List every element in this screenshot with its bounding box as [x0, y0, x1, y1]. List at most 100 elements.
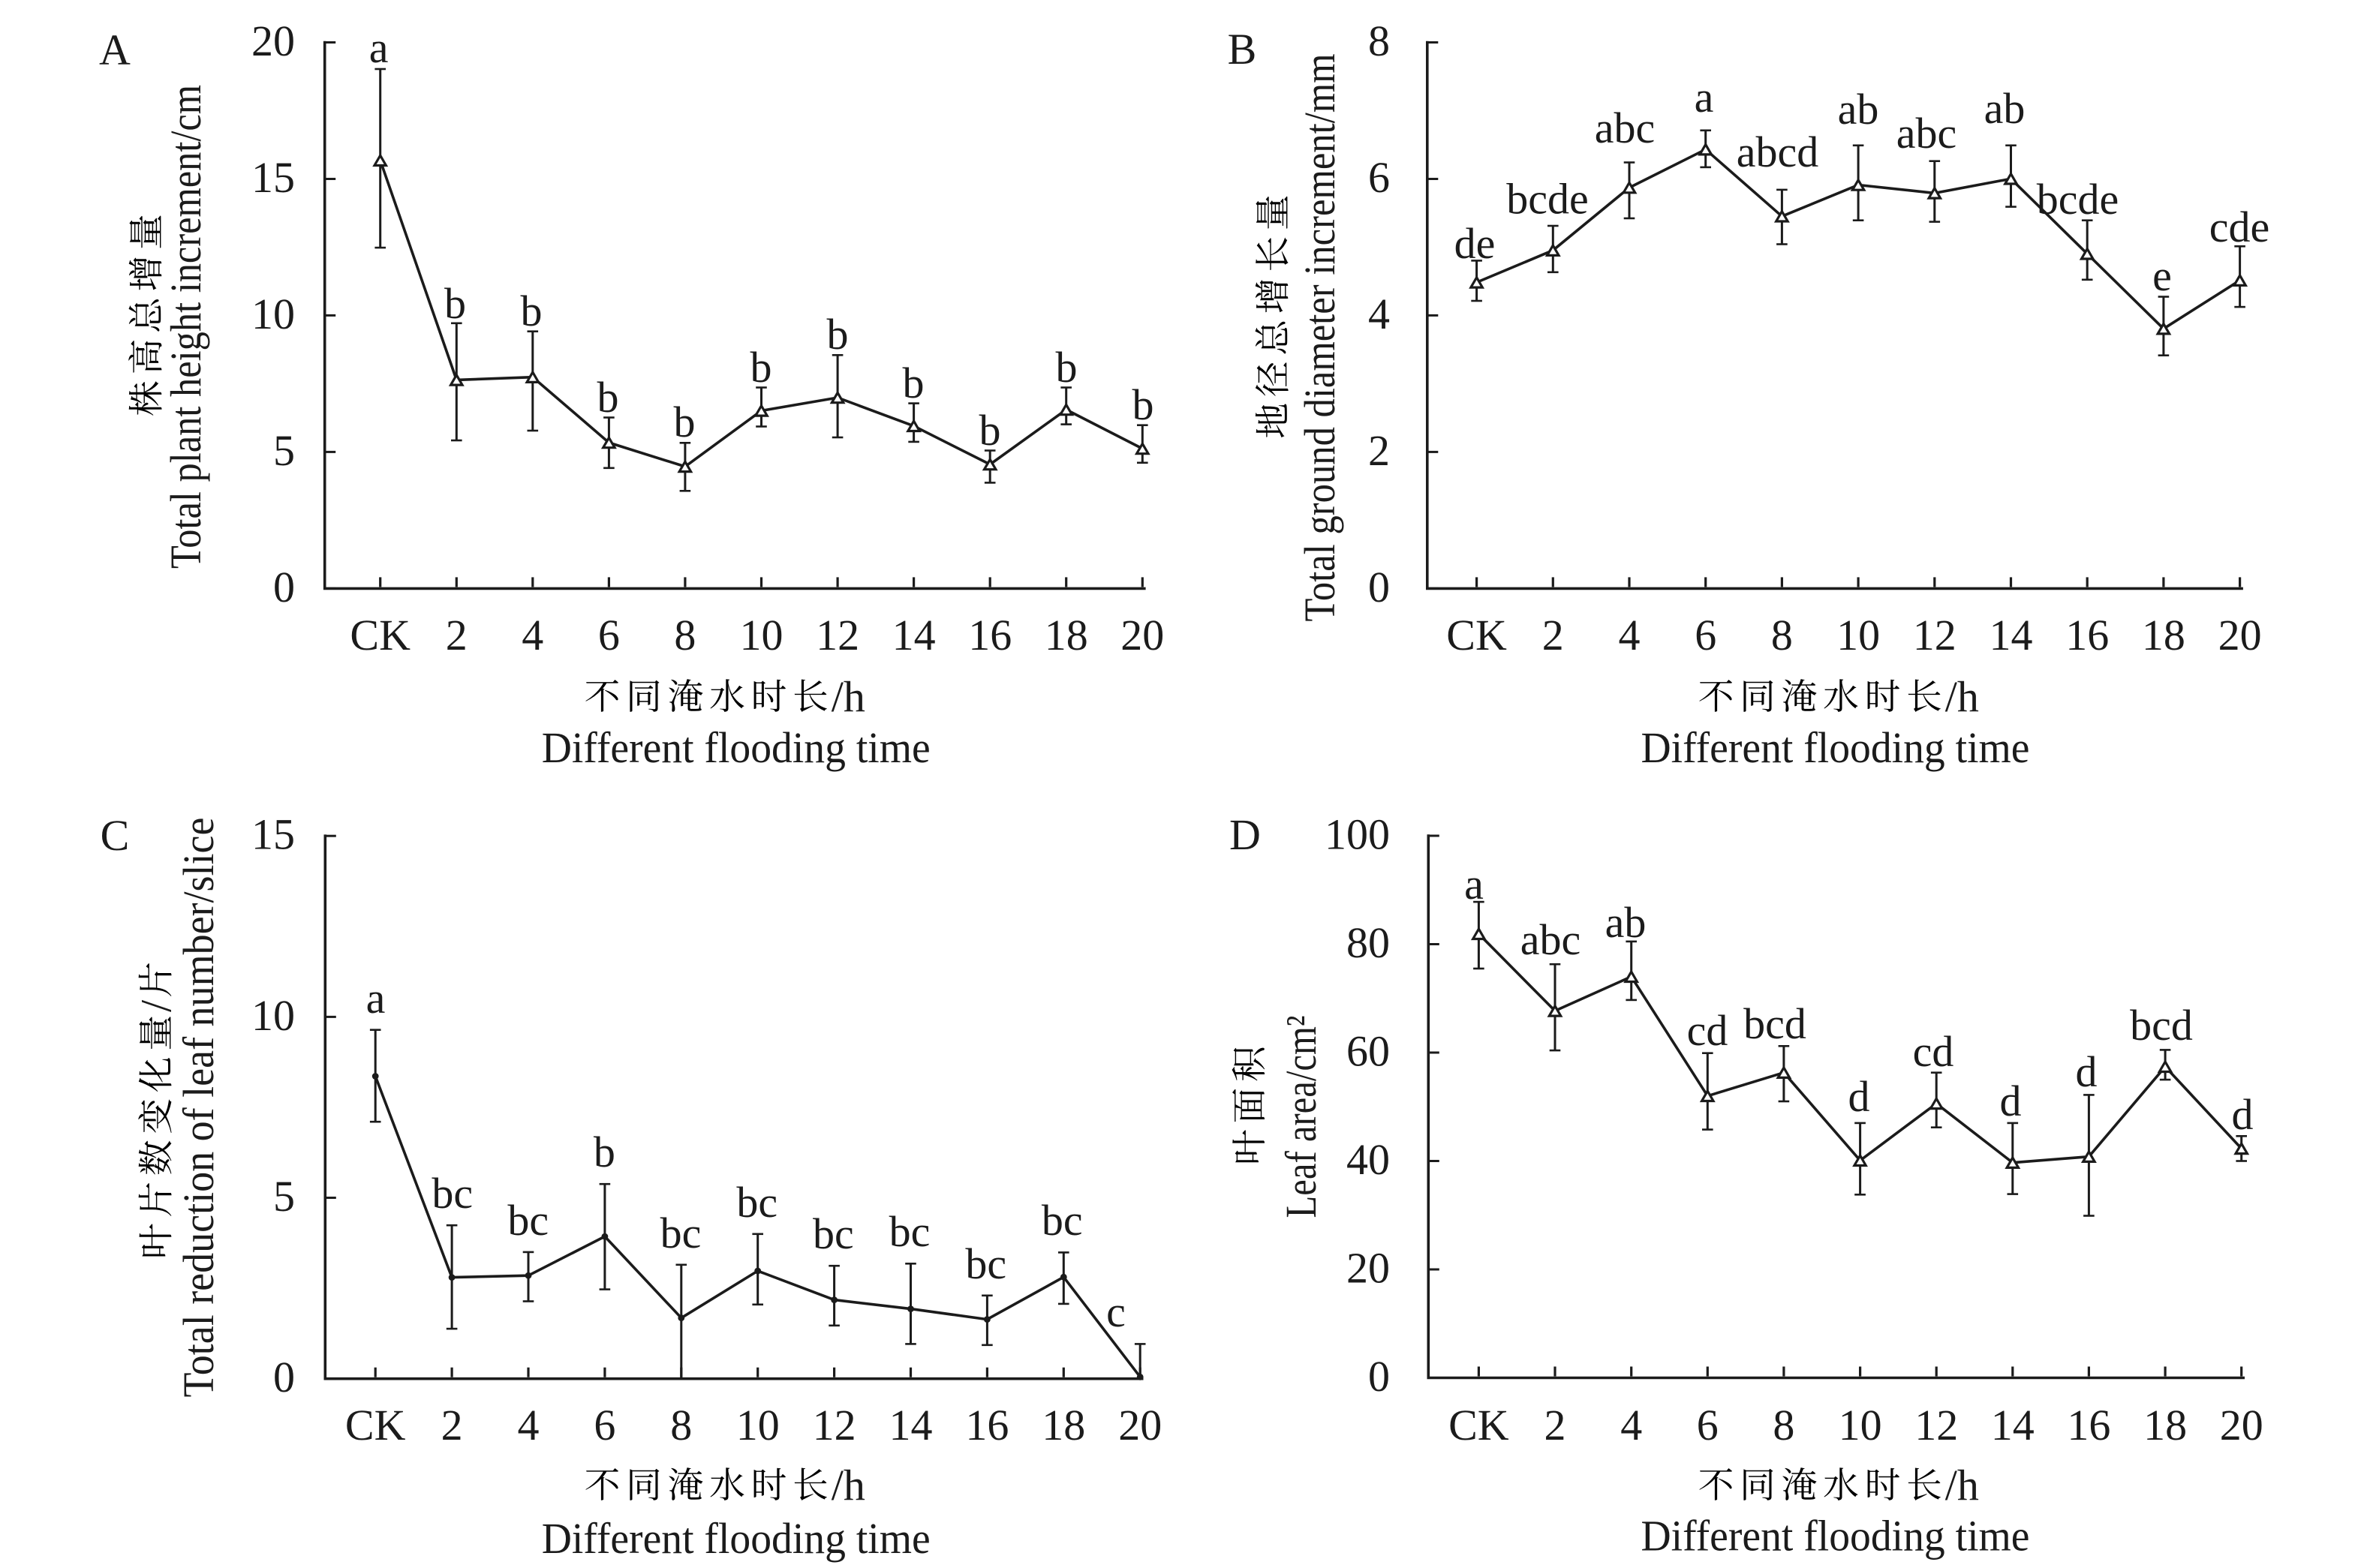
svg-text:bcde: bcde: [2037, 175, 2119, 224]
svg-text:18: 18: [1042, 1401, 1085, 1449]
svg-text:4: 4: [522, 611, 543, 659]
svg-text:b: b: [674, 398, 696, 446]
svg-text:Different flooding time: Different flooding time: [542, 1514, 931, 1563]
svg-text:2: 2: [1544, 1401, 1566, 1449]
svg-text:abcd: abcd: [1737, 128, 1819, 176]
svg-text:Total ground diameter incremen: Total ground diameter increment/mm: [1295, 54, 1344, 622]
svg-text:Total plant height increment/c: Total plant height increment/cm: [161, 85, 210, 569]
svg-text:20: 20: [2218, 611, 2262, 659]
svg-text:0: 0: [1368, 563, 1390, 611]
svg-text:d: d: [2076, 1047, 2098, 1096]
svg-text:cd: cd: [1913, 1027, 1954, 1076]
svg-text:8: 8: [670, 1401, 692, 1449]
svg-text:6: 6: [598, 611, 620, 659]
svg-text:8: 8: [1368, 17, 1390, 65]
svg-text:6: 6: [1697, 1401, 1719, 1449]
svg-text:CK: CK: [1446, 611, 1507, 659]
svg-text:14: 14: [1990, 611, 2033, 659]
svg-text:b: b: [521, 287, 543, 335]
svg-text:15: 15: [251, 810, 295, 859]
svg-text:2: 2: [441, 1401, 463, 1449]
svg-text:/: /: [132, 999, 181, 1012]
svg-text:8: 8: [674, 611, 696, 659]
svg-text:8: 8: [1771, 611, 1793, 659]
svg-text:abc: abc: [1595, 104, 1656, 152]
svg-text:20: 20: [1346, 1244, 1390, 1293]
svg-text:60: 60: [1346, 1027, 1390, 1076]
svg-text:10: 10: [740, 611, 783, 659]
svg-text:4: 4: [1619, 611, 1641, 659]
svg-text:bc: bc: [813, 1209, 854, 1258]
svg-text:B: B: [1228, 25, 1257, 74]
svg-text:10: 10: [251, 290, 295, 338]
svg-text:15: 15: [251, 153, 295, 202]
svg-text:/h: /h: [832, 1461, 865, 1509]
svg-text:b: b: [444, 279, 466, 328]
svg-text:C: C: [101, 811, 130, 860]
svg-text:bc: bc: [1042, 1196, 1083, 1245]
svg-text:cde: cde: [2209, 203, 2270, 251]
svg-text:10: 10: [736, 1401, 780, 1449]
svg-text:12: 12: [1913, 611, 1956, 659]
svg-text:2: 2: [446, 611, 468, 659]
svg-text:0: 0: [273, 563, 295, 611]
svg-text:4: 4: [1620, 1401, 1642, 1449]
svg-text:c: c: [1106, 1287, 1126, 1336]
svg-text:b: b: [750, 343, 772, 392]
svg-text:100: 100: [1325, 810, 1390, 859]
svg-text:20: 20: [2220, 1401, 2263, 1449]
svg-text:b: b: [597, 373, 619, 422]
svg-text:0: 0: [273, 1353, 295, 1401]
svg-text:20: 20: [251, 17, 295, 65]
svg-text:14: 14: [1991, 1401, 2035, 1449]
svg-text:abc: abc: [1896, 109, 1957, 158]
svg-text:6: 6: [1368, 153, 1390, 202]
svg-text:2: 2: [1542, 611, 1564, 659]
svg-text:b: b: [903, 359, 925, 407]
svg-text:40: 40: [1346, 1135, 1390, 1184]
svg-text:d: d: [2232, 1090, 2254, 1139]
svg-text:ab: ab: [1838, 85, 1879, 134]
svg-text:80: 80: [1346, 918, 1390, 967]
svg-text:CK: CK: [350, 611, 411, 659]
svg-text:abc: abc: [1520, 915, 1581, 964]
svg-text:/h: /h: [1945, 1461, 1979, 1509]
svg-text:ab: ab: [1984, 84, 2026, 133]
svg-text:16: 16: [2065, 611, 2109, 659]
svg-text:cd: cd: [1687, 1006, 1728, 1055]
svg-text:0: 0: [1368, 1352, 1390, 1401]
svg-text:b: b: [1132, 380, 1154, 429]
svg-text:Total reduction of leaf number: Total reduction of leaf number/slice: [174, 818, 223, 1398]
svg-text:14: 14: [889, 1401, 933, 1449]
svg-text:a: a: [1464, 860, 1484, 909]
svg-text:4: 4: [1368, 290, 1390, 338]
svg-text:Different flooding time: Different flooding time: [542, 723, 931, 772]
svg-text:18: 18: [2143, 1401, 2187, 1449]
svg-text:bc: bc: [660, 1209, 702, 1257]
svg-text:ab: ab: [1605, 898, 1647, 947]
svg-text:2: 2: [1368, 426, 1390, 475]
svg-text:6: 6: [594, 1401, 615, 1449]
svg-text:12: 12: [1914, 1401, 1958, 1449]
svg-text:6: 6: [1695, 611, 1716, 659]
svg-text:b: b: [594, 1128, 615, 1176]
svg-text:a: a: [369, 23, 389, 72]
svg-text:20: 20: [1120, 611, 1164, 659]
svg-text:12: 12: [816, 611, 859, 659]
svg-text:A: A: [99, 26, 131, 74]
svg-text:Different flooding time: Different flooding time: [1641, 723, 2030, 772]
svg-text:a: a: [1695, 73, 1714, 122]
svg-text:bc: bc: [507, 1196, 549, 1245]
svg-text:8: 8: [1773, 1401, 1794, 1449]
svg-text:b: b: [979, 406, 1001, 455]
svg-text:de: de: [1454, 219, 1496, 268]
svg-text:d: d: [2000, 1077, 2022, 1125]
svg-text:bcd: bcd: [2130, 1001, 2193, 1050]
svg-text:5: 5: [273, 426, 295, 475]
svg-text:12: 12: [813, 1401, 856, 1449]
svg-text:bc: bc: [736, 1178, 777, 1227]
svg-text:Leaf area/cm²: Leaf area/cm²: [1277, 1016, 1325, 1218]
svg-text:CK: CK: [345, 1401, 406, 1449]
svg-text:bc: bc: [965, 1239, 1006, 1288]
svg-text:CK: CK: [1448, 1401, 1509, 1449]
